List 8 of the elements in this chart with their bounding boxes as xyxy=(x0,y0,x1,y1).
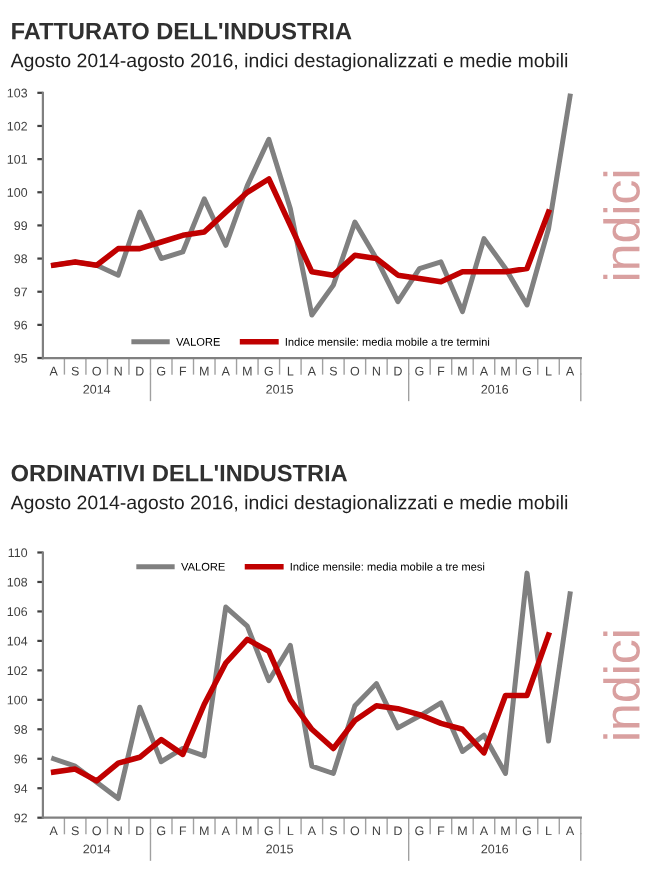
chart-title: FATTURATO DELL'INDUSTRIA xyxy=(12,22,352,40)
line-series xyxy=(50,632,552,784)
text: indici xyxy=(603,631,640,739)
chart-subtitle: Agosto 2014-agosto 2016, indici destagionalizzati e medie mobili xyxy=(10,495,568,514)
chart-subtitle: Agosto 2014-agosto 2016, indici destagionalizzati e medie mobili xyxy=(10,53,568,72)
text: indici xyxy=(603,171,640,280)
line-series xyxy=(50,176,552,285)
chart-title: ORDINATIVI DELL'INDUSTRIA xyxy=(11,464,348,482)
